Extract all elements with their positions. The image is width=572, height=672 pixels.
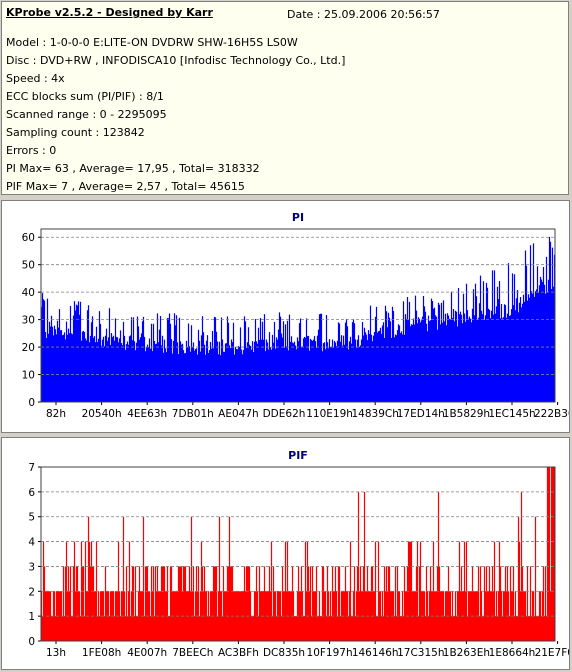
ecc-line: ECC blocks sum (PI/PIF) : 8/1 bbox=[6, 90, 164, 103]
x-tick-label: 20540h bbox=[82, 408, 122, 420]
x-tick-label: 7BEECh bbox=[172, 647, 213, 659]
pif-chart: PIF 0 1 2 3 4 5 6 7 13h 1FE08h 4E007h 7BEECh AC3BFh DC… bbox=[28, 449, 569, 659]
model-line: Model : 1-0-0-0 E:LITE-ON DVDRW SHW-16H5… bbox=[6, 36, 298, 49]
y-tick-label: 6 bbox=[28, 487, 35, 499]
speed-line: Speed : 4x bbox=[6, 72, 65, 85]
x-tick-label: 222B36h bbox=[534, 408, 569, 420]
x-tick-label: 1E8664h bbox=[489, 647, 536, 659]
y-tick-label: 0 bbox=[28, 397, 35, 409]
app-title: KProbe v2.5.2 - Designed by Karr bbox=[6, 6, 213, 19]
x-tick-label: 1FE08h bbox=[82, 647, 121, 659]
y-tick-label: 3 bbox=[28, 561, 35, 573]
y-tick-label: 10 bbox=[22, 370, 35, 382]
x-tick-label: 17ED14h bbox=[397, 408, 445, 420]
pif-stats-line: PIF Max= 7 , Average= 2,57 , Total= 4561… bbox=[6, 180, 245, 193]
x-tick-label: 14839Ch bbox=[352, 408, 399, 420]
x-tick-label: 21E7F0h bbox=[535, 647, 569, 659]
y-tick-label: 4 bbox=[28, 537, 35, 549]
chart-title: PIF bbox=[288, 449, 308, 462]
x-tick-label: 4EE63h bbox=[127, 408, 167, 420]
x-tick-label: DDE62h bbox=[263, 408, 306, 420]
x-tick-label: 1B5829h bbox=[443, 408, 490, 420]
y-tick-label: 1 bbox=[28, 611, 35, 623]
pi-chart: PI 0 10 20 30 40 50 60 82h 20540h 4EE63h 7DB01h AE04… bbox=[22, 211, 569, 420]
pif-chart-panel: PIF 0 1 2 3 4 5 6 7 13h 1FE08h 4E007h 7BEECh AC3BFh DC… bbox=[1, 437, 570, 670]
x-tick-label: AC3BFh bbox=[218, 647, 259, 659]
y-tick-label: 0 bbox=[28, 636, 35, 648]
x-tick-label: 13h bbox=[46, 647, 66, 659]
x-tick-label: AE047h bbox=[218, 408, 259, 420]
errors-line: Errors : 0 bbox=[6, 144, 57, 157]
y-tick-label: 7 bbox=[28, 462, 35, 474]
plot-border bbox=[40, 466, 556, 642]
x-tick-label: DC835h bbox=[263, 647, 305, 659]
x-tick-label: 1B263Eh bbox=[443, 647, 490, 659]
y-tick-label: 20 bbox=[22, 342, 35, 354]
y-tick-label: 60 bbox=[22, 232, 35, 244]
x-tick-label: 82h bbox=[46, 408, 66, 420]
y-tick-label: 30 bbox=[22, 315, 35, 327]
y-tick-label: 50 bbox=[22, 260, 35, 272]
x-tick-label: 1EC145h bbox=[488, 408, 535, 420]
info-panel: KProbe v2.5.2 - Designed by Karr Date : … bbox=[1, 1, 569, 195]
pi-stats-line: PI Max= 63 , Average= 17,95 , Total= 318… bbox=[6, 162, 260, 175]
chart-title: PI bbox=[292, 211, 304, 224]
scan-date: Date : 25.09.2006 20:56:57 bbox=[287, 8, 440, 21]
range-line: Scanned range : 0 - 2295095 bbox=[6, 108, 167, 121]
x-tick-label: 7DB01h bbox=[172, 408, 214, 420]
plot-border bbox=[40, 228, 556, 403]
x-tick-label: 146146h bbox=[352, 647, 399, 659]
x-tick-label: 10F197h bbox=[307, 647, 353, 659]
y-tick-label: 40 bbox=[22, 287, 35, 299]
pi-chart-panel: PI 0 10 20 30 40 50 60 82h 20540h 4EE63h 7DB01h AE04… bbox=[1, 200, 570, 433]
disc-line: Disc : DVD+RW , INFODISCA10 [Infodisc Te… bbox=[6, 54, 346, 67]
x-tick-label: 17C315h bbox=[397, 647, 444, 659]
y-tick-label: 5 bbox=[28, 512, 35, 524]
x-tick-label: 110E19h bbox=[306, 408, 353, 420]
y-tick-label: 2 bbox=[28, 586, 35, 598]
sampling-line: Sampling count : 123842 bbox=[6, 126, 145, 139]
x-tick-label: 4E007h bbox=[127, 647, 167, 659]
